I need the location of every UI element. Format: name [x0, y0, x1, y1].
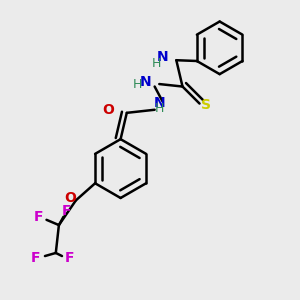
- Text: H: H: [133, 79, 142, 92]
- Text: F: F: [31, 250, 40, 265]
- Text: F: F: [62, 204, 71, 218]
- Text: F: F: [34, 210, 43, 224]
- Text: S: S: [201, 98, 211, 112]
- Text: F: F: [65, 250, 74, 265]
- Text: N: N: [157, 50, 168, 64]
- Text: H: H: [154, 102, 164, 115]
- Text: N: N: [154, 96, 165, 110]
- Text: O: O: [102, 103, 114, 117]
- Text: O: O: [64, 191, 76, 205]
- Text: N: N: [140, 75, 151, 89]
- Text: H: H: [152, 57, 161, 70]
